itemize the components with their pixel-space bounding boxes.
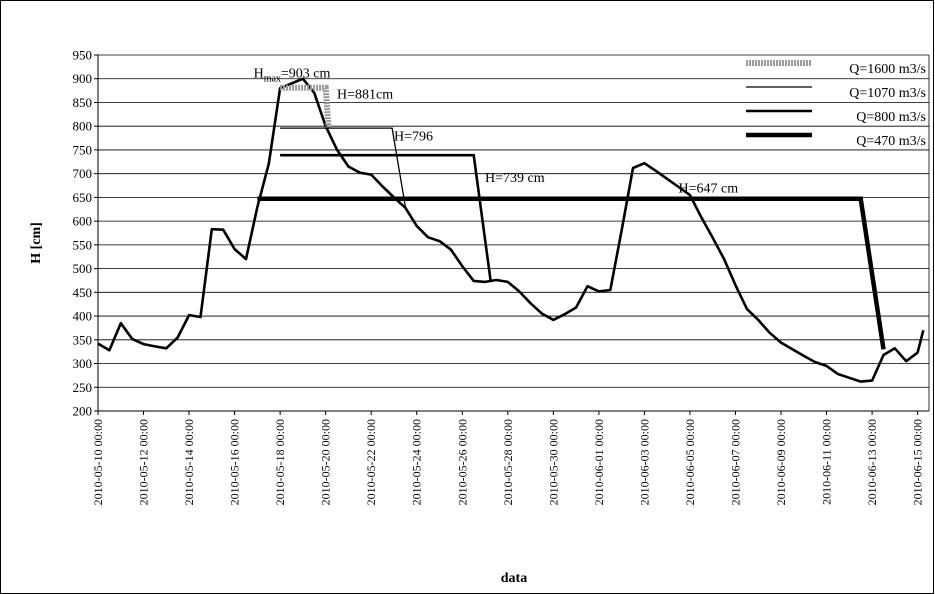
series-layer <box>97 77 925 383</box>
y-tick-label: 600 <box>73 214 93 229</box>
y-axis-title: H [cm] <box>29 222 44 264</box>
y-tick-label: 200 <box>73 404 93 419</box>
annotation-2: H=796 <box>394 129 433 144</box>
y-tick-label: 500 <box>73 261 93 276</box>
series-line-1 <box>280 127 407 208</box>
y-tick-label: 700 <box>73 166 93 181</box>
x-tick-label: 2010-06-11 00:00 <box>820 419 834 505</box>
annotation-4: H=647 cm <box>679 182 739 197</box>
hydrograph-line <box>97 77 925 383</box>
annotation-3: H=739 cm <box>485 171 545 186</box>
series-line-2 <box>280 153 492 282</box>
x-tick-label: 2010-06-03 00:00 <box>637 419 651 505</box>
x-tick-label: 2010-05-14 00:00 <box>182 419 196 505</box>
y-tick-label: 550 <box>73 237 93 252</box>
series-line-0 <box>280 84 332 129</box>
y-tick-label: 300 <box>73 356 93 371</box>
y-tick-label: 650 <box>73 190 93 205</box>
annotation-1: H=881cm <box>337 88 393 103</box>
x-tick-label: 2010-05-24 00:00 <box>410 419 424 505</box>
x-tick-label: 2010-05-12 00:00 <box>137 419 151 505</box>
x-tick-label: 2010-05-18 00:00 <box>273 419 287 505</box>
x-tick-label: 2010-06-07 00:00 <box>728 419 742 505</box>
y-tick-label: 400 <box>73 309 93 324</box>
x-tick-label: 2010-06-13 00:00 <box>865 419 879 505</box>
legend: Q=1600 m3/s Q=1070 m3/s Q=800 m3/s Q=470 m3… <box>746 60 926 149</box>
y-tick-label: 450 <box>73 285 93 300</box>
x-tick-label: 2010-05-20 00:00 <box>319 419 333 505</box>
y-tick-label: 250 <box>73 380 93 395</box>
x-tick-label: 2010-05-26 00:00 <box>455 419 469 505</box>
x-tick-label: 2010-05-30 00:00 <box>546 419 560 505</box>
x-tick-label: 2010-06-15 00:00 <box>911 419 925 505</box>
series-line-3 <box>257 196 886 350</box>
annotation-layer: Hmax=903 cm H=881cm H=796 H=739 cm H=647 cm <box>254 66 739 196</box>
y-tick-label: 950 <box>73 48 93 63</box>
x-axis-title: data <box>501 571 527 586</box>
legend-label-0: Q=1600 m3/s <box>849 62 926 77</box>
x-tick-label: 2010-06-05 00:00 <box>683 419 697 505</box>
legend-label-1: Q=1070 m3/s <box>849 86 926 101</box>
x-tick-label: 2010-05-28 00:00 <box>501 419 515 505</box>
x-tick-label: 2010-06-01 00:00 <box>592 419 606 505</box>
x-tick-label: 2010-05-22 00:00 <box>364 419 378 505</box>
legend-label-3: Q=470 m3/s <box>856 134 926 149</box>
x-tick-label: 2010-05-16 00:00 <box>228 419 242 505</box>
y-tick-label: 350 <box>73 332 93 347</box>
y-tick-label: 900 <box>73 71 93 86</box>
legend-label-2: Q=800 m3/s <box>856 110 926 125</box>
x-tick-label: 2010-06-09 00:00 <box>774 419 788 505</box>
x-tick-label: 2010-05-10 00:00 <box>91 419 105 505</box>
y-tick-label: 850 <box>73 95 93 110</box>
annotation-0: Hmax=903 cm <box>254 66 331 84</box>
y-tick-label: 800 <box>73 119 93 134</box>
y-tick-label: 750 <box>73 142 93 157</box>
axis-layer: 200 250 300 350 400 450 500 550 600 650 700 750 800 8… <box>73 48 930 505</box>
